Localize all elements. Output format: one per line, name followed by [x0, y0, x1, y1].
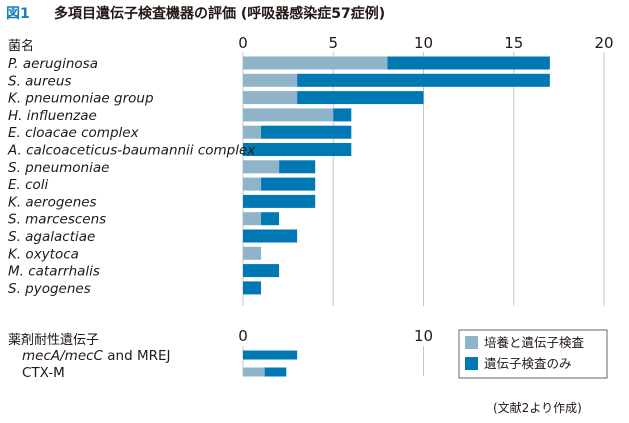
- figure-title: 多項目遺伝子検査機器の評価 (呼吸器感染症57症例): [54, 5, 385, 22]
- figure-number: 図1: [6, 6, 30, 22]
- x-tick-label: 10: [414, 327, 433, 345]
- x-tick-label: 0: [238, 34, 248, 52]
- x-tick-label: 10: [414, 34, 433, 52]
- x-tick-label: 20: [594, 34, 613, 52]
- category-label: E. coli: [8, 177, 49, 193]
- bar-gene-only: [261, 212, 280, 226]
- category-label: S. marcescens: [8, 212, 106, 228]
- bar-gene-only: [243, 143, 352, 156]
- category-label: A. calcoaceticus-baumannii complex: [7, 143, 256, 159]
- bar-gene-only: [279, 160, 316, 174]
- bar-gene-only: [243, 229, 298, 243]
- legend-label-both: 培養と遺伝子検査: [484, 335, 585, 350]
- bar-culture-and-gene: [243, 108, 334, 122]
- legend: 培養と遺伝子検査 遺伝子検査のみ: [458, 329, 608, 379]
- bar-gene-only: [243, 281, 262, 295]
- legend-label-gene-only: 遺伝子検査のみ: [484, 356, 572, 371]
- bar-culture-and-gene: [243, 160, 280, 174]
- category-label: E. cloacae complex: [8, 125, 140, 141]
- category-label: P. aeruginosa: [8, 56, 98, 72]
- x-tick-label: 15: [504, 34, 523, 52]
- category-label: M. catarrhalis: [8, 264, 100, 280]
- bar-culture-and-gene: [243, 91, 298, 105]
- resistance-bars: [243, 350, 298, 377]
- bar-culture-and-gene: [243, 367, 265, 377]
- category-label: K. pneumoniae group: [8, 91, 154, 107]
- legend-box: [458, 329, 608, 379]
- x-tick-label: 0: [238, 327, 248, 345]
- category-label: K. aerogenes: [8, 194, 97, 210]
- bar-culture-and-gene: [243, 177, 262, 191]
- source-note: (文献2より作成): [493, 400, 582, 415]
- bar-culture-and-gene: [243, 73, 298, 87]
- species-bars: [243, 56, 550, 295]
- bar-gene-only: [243, 194, 316, 208]
- bar-culture-and-gene: [243, 125, 262, 139]
- bar-gene-only: [333, 108, 352, 122]
- bar-culture-and-gene: [243, 56, 388, 70]
- bar-gene-only: [243, 350, 298, 360]
- category-label: S. agalactiae: [8, 229, 95, 245]
- category-label: S. pneumoniae: [8, 160, 109, 176]
- bar-gene-only: [387, 56, 550, 70]
- legend-swatch-both: [465, 336, 478, 349]
- resistance-x-ticks: 0 10: [238, 327, 433, 345]
- category-label: K. oxytoca: [8, 246, 79, 262]
- x-tick-label: 5: [328, 34, 338, 52]
- bar-gene-only: [261, 177, 316, 191]
- category-label: S. aureus: [8, 73, 71, 89]
- resistance-column-header: 薬剤耐性遺伝子: [8, 332, 99, 348]
- species-column-header: 菌名: [8, 38, 34, 54]
- category-label: mecA/mecC and MREJ: [22, 348, 171, 364]
- bar-culture-and-gene: [243, 212, 262, 226]
- species-x-ticks: 0 5 10 15 20: [238, 34, 613, 52]
- bar-gene-only: [297, 73, 550, 87]
- bar-gene-only: [264, 367, 287, 377]
- bar-gene-only: [243, 264, 280, 278]
- bar-gene-only: [297, 91, 424, 105]
- bar-culture-and-gene: [243, 246, 262, 260]
- bar-gene-only: [261, 125, 352, 139]
- category-label: CTX-M: [22, 365, 65, 381]
- category-label: H. influenzae: [8, 108, 97, 124]
- legend-swatch-gene-only: [465, 357, 478, 370]
- category-label: S. pyogenes: [8, 281, 91, 297]
